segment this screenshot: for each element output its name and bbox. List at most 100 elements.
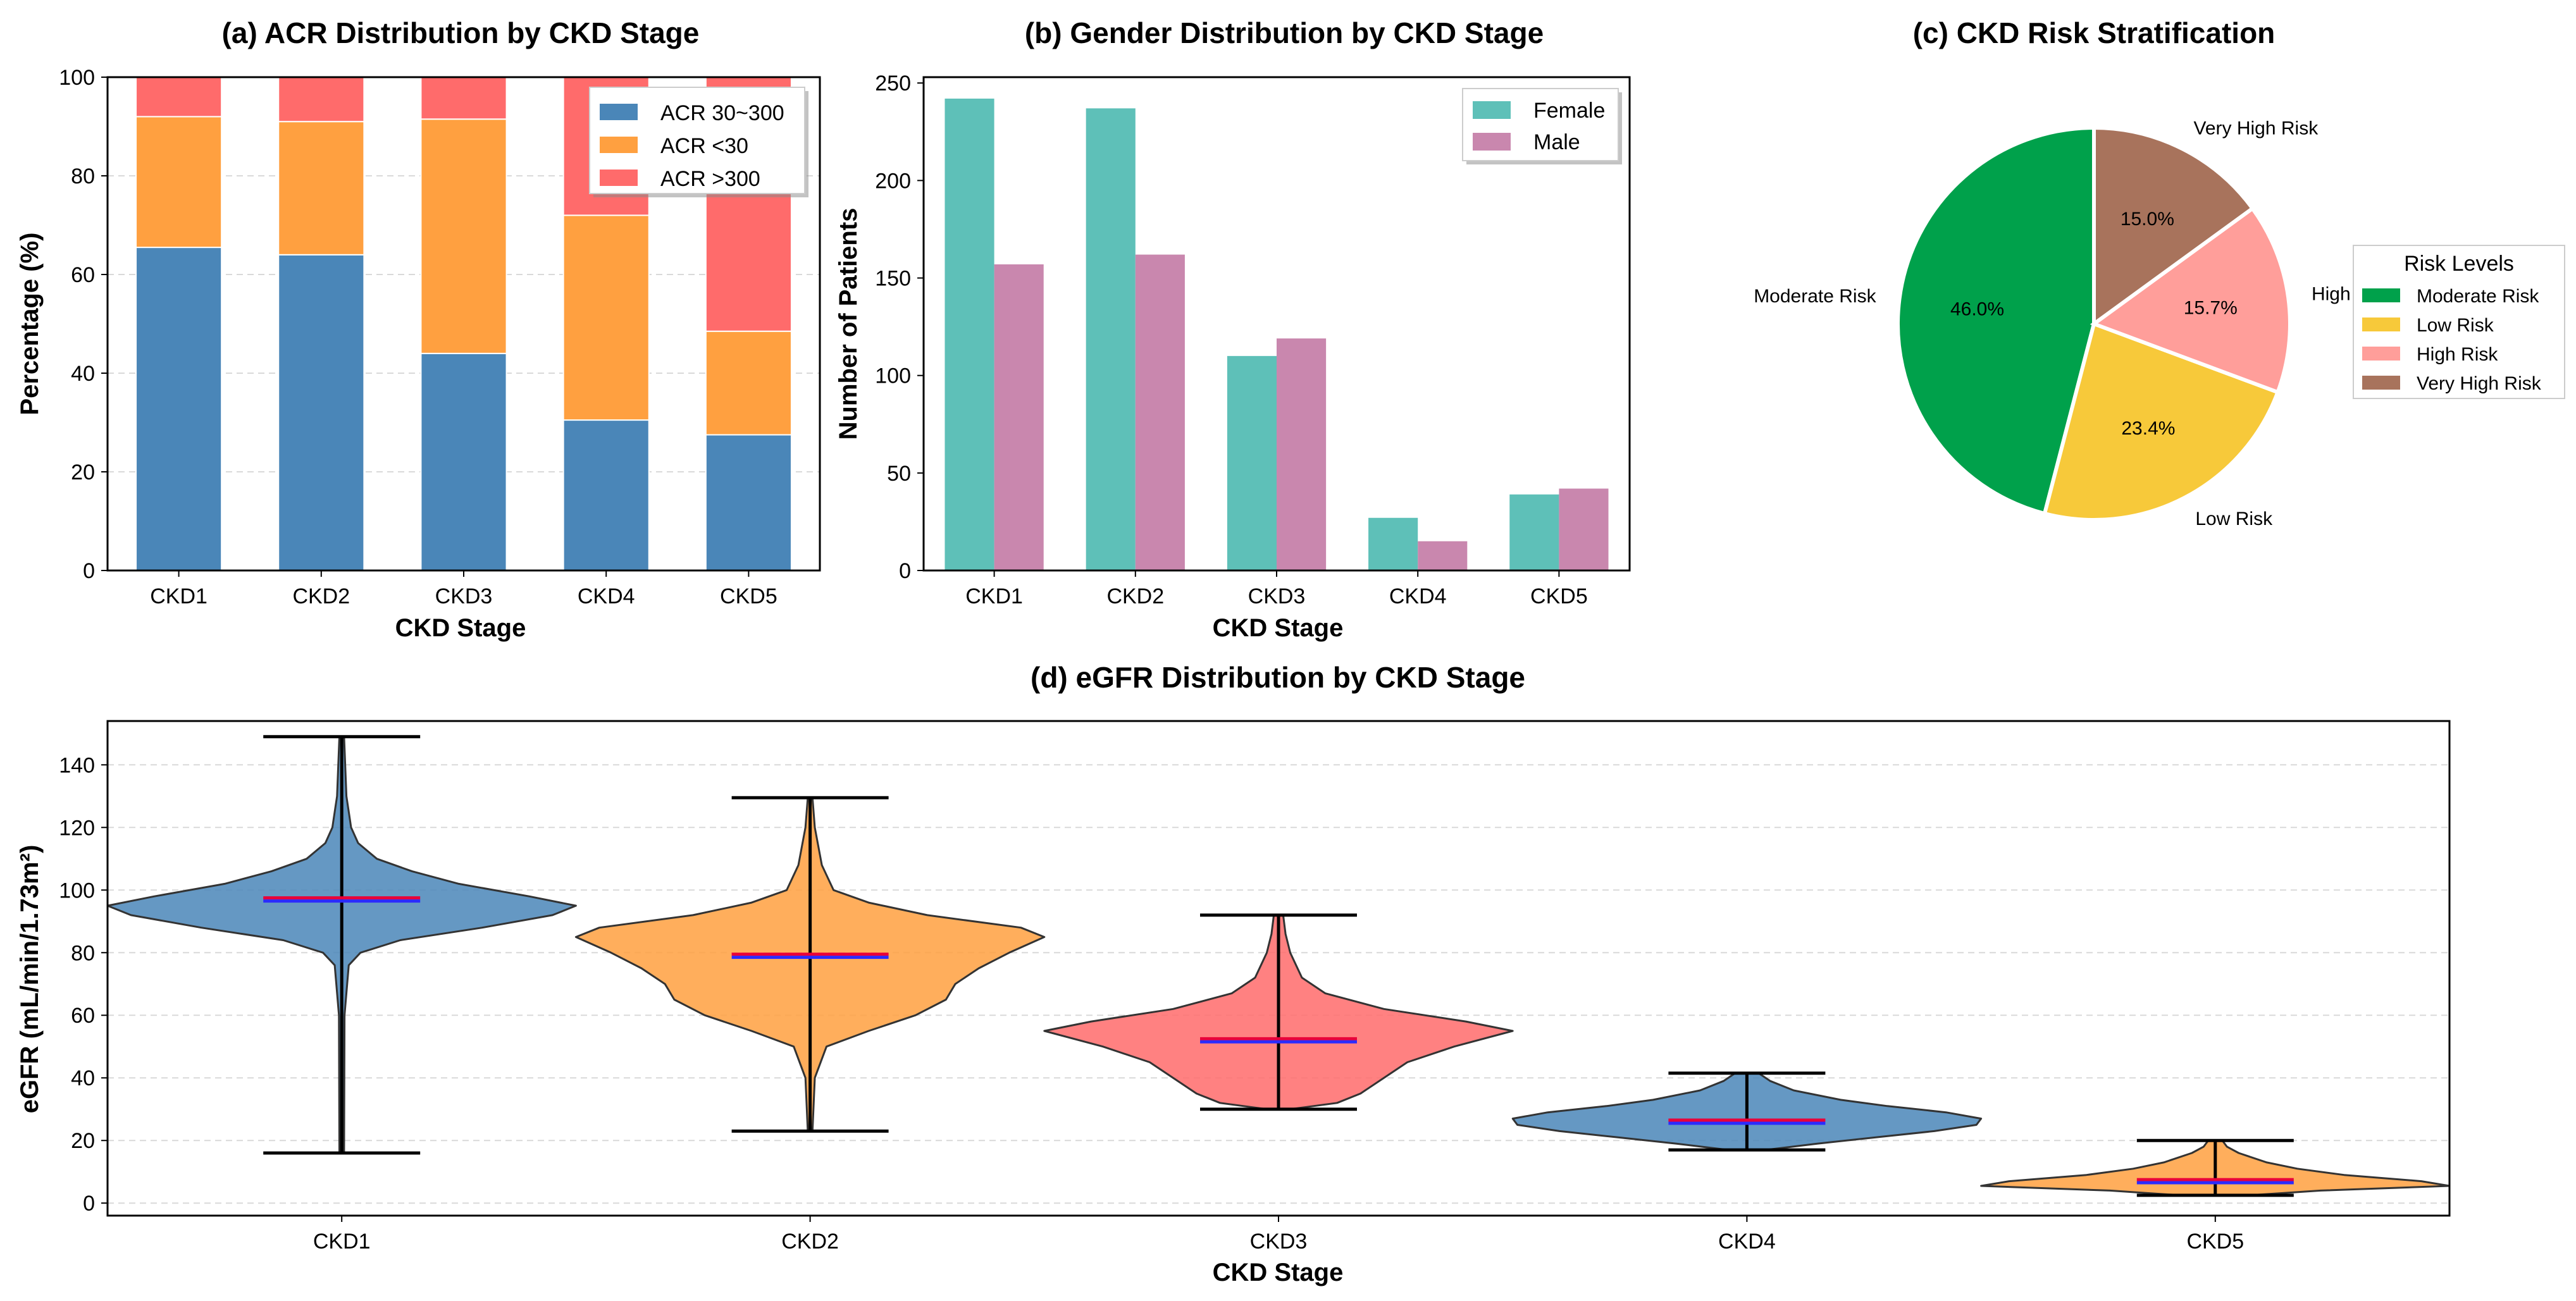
panel-a-legend-label: ACR 30~300 [660,101,784,125]
panel-a-x-tick-label: CKD3 [435,584,493,608]
panel-b-x-tick-label: CKD2 [1106,584,1164,608]
panel-a-y-tick-label: 100 [59,66,95,90]
panel-d-egfr-distribution: (d) eGFR Distribution by CKD Stage CKD1 C… [16,661,2451,1286]
panel-b-legend-swatch [1473,101,1511,119]
panel-a-bar-segment [420,77,507,120]
panel-b-bar [994,264,1044,570]
panel-c-legend-label: Moderate Risk [2417,286,2539,307]
panel-b-y-tick-label: 150 [875,267,911,291]
panel-b-bar [1277,338,1327,570]
panel-c-legend-swatch [2362,318,2400,331]
panel-c-slice-label: Very High Risk [2193,118,2319,139]
panel-b-bar [1559,488,1609,570]
panel-b-title: (b) Gender Distribution by CKD Stage [1025,16,1544,49]
panel-c-pie-slice [1896,125,2096,516]
panel-c-slice-percent: 46.0% [1950,299,2004,319]
panel-a-y-tick-label: 20 [71,460,95,484]
panel-a-bar-segment [420,118,507,354]
panel-d-x-tick-label: CKD1 [313,1230,371,1254]
panel-a-legend-swatch [600,104,638,120]
panel-a-bar-segment [278,254,365,571]
panel-d-y-tick-label: 0 [83,1192,95,1216]
panel-b-x-tick-label: CKD1 [965,584,1023,608]
panel-d-x-tick-label: CKD4 [1718,1230,1776,1254]
panel-d-y-tick-label: 140 [59,753,95,777]
panel-b-x-tick-label: CKD3 [1248,584,1306,608]
panel-b-y-axis-label: Number of Patients [834,208,862,440]
panel-a-title: (a) ACR Distribution by CKD Stage [222,16,700,49]
panel-a-y-tick-label: 0 [83,559,95,583]
panel-b-x-axis-label: CKD Stage [1213,614,1344,642]
panel-c-legend-title: Risk Levels [2404,252,2514,276]
panel-d-y-tick-label: 20 [71,1129,95,1153]
panel-c-legend: Risk Levels Moderate Risk Low Risk High Ris… [2353,245,2565,399]
panel-a-bar-segment [705,434,792,571]
panel-c-legend-swatch [2362,347,2400,361]
panel-c-slice-label: Low Risk [2195,509,2273,529]
panel-d-x-axis-label: CKD Stage [1213,1259,1344,1286]
panel-b-legend-label: Female [1533,99,1605,123]
panel-a-y-tick-label: 60 [71,263,95,287]
panel-c-slice-percent: 15.0% [2121,209,2174,230]
panel-c-legend-swatch [2362,288,2400,302]
panel-a-legend-label: ACR <30 [660,134,748,158]
panel-b-y-tick-label: 100 [875,364,911,388]
panel-d-y-tick-label: 100 [59,879,95,903]
panel-b-legend-swatch [1473,133,1511,151]
panel-b-legend: Female Male [1462,88,1622,164]
panel-c-legend-swatch [2362,376,2400,390]
panel-b-y-tick-label: 250 [875,71,911,96]
panel-b-bar [1086,108,1136,570]
panel-a-bar-segment [135,77,223,118]
panel-a-bar-segment [135,116,223,249]
panel-c-pie-slice [2092,125,2255,328]
panel-b-bar [1135,254,1185,570]
panel-d-frame [106,720,2451,1217]
panel-a-legend: ACR 30~300 ACR <30 ACR >300 [589,87,808,197]
panel-b-legend-label: Male [1533,130,1580,154]
panel-a-frame [106,76,821,572]
panel-a-x-tick-label: CKD1 [150,584,207,608]
panel-a-bar-segment [562,214,650,421]
panel-d-x-tick-label: CKD2 [781,1230,839,1254]
panel-c-legend-label: High Risk [2417,344,2498,365]
panel-b-bar [944,98,994,571]
panel-a-legend-swatch [600,137,638,153]
panel-c-pie-slice [2042,321,2281,522]
panel-d-x-tick-label: CKD5 [2186,1230,2244,1254]
panel-c-legend-label: Very High Risk [2417,373,2542,394]
panel-d-y-tick-label: 60 [71,1004,95,1028]
panel-b-y-tick-label: 0 [899,559,911,583]
panel-a-bar-segment [278,121,365,256]
panel-d-y-tick-label: 40 [71,1066,95,1090]
panel-b-y-tick-label: 200 [875,169,911,193]
panel-d-y-tick-label: 120 [59,816,95,840]
panel-c-risk-stratification: (c) CKD Risk Stratification 46.0% Moderat… [1754,16,2565,529]
panel-a-x-tick-label: CKD4 [578,584,635,608]
panel-b-plot-area: CKD1 CKD2 CKD3 CKD4 CKD5 0 50 100 150 200 250 [875,71,1631,608]
panel-d-x-tick-label: CKD3 [1250,1230,1308,1254]
panel-a-bar-segment [705,330,792,436]
panel-c-slice-percent: 15.7% [2184,298,2238,319]
panel-b-bar [1509,494,1559,570]
panel-a-bar-segment [135,247,223,571]
panel-a-bar-segment [278,77,365,123]
panel-a-y-tick-label: 80 [71,164,95,188]
panel-a-y-tick-label: 40 [71,362,95,386]
panel-a-acr-distribution: (a) ACR Distribution by CKD Stage CKD1 CK… [16,16,821,642]
panel-b-y-tick-label: 50 [887,462,911,486]
panel-a-y-axis-label: Percentage (%) [16,233,44,416]
panel-d-plot-area: CKD1 CKD2 CKD3 CKD4 CKD5 0 20 40 60 80 100 120 140 [59,720,2451,1254]
panel-b-frame [922,76,1631,572]
panel-c-pie-slice [2090,206,2292,395]
panel-b-x-tick-label: CKD4 [1389,584,1447,608]
panel-d-y-tick-label: 80 [71,941,95,965]
panel-a-plot-area: CKD1 CKD2 CKD3 CKD4 CKD5 0 20 40 60 80 100 [59,66,821,608]
panel-b-bar [1368,517,1418,570]
panel-c-slice-label: Moderate Risk [1754,286,1876,307]
panel-a-legend-swatch [600,170,638,186]
panel-b-bar [1418,541,1468,570]
panel-d-y-axis-label: eGFR (mL/min/1.73m²) [16,845,44,1114]
panel-a-x-tick-label: CKD5 [720,584,777,608]
